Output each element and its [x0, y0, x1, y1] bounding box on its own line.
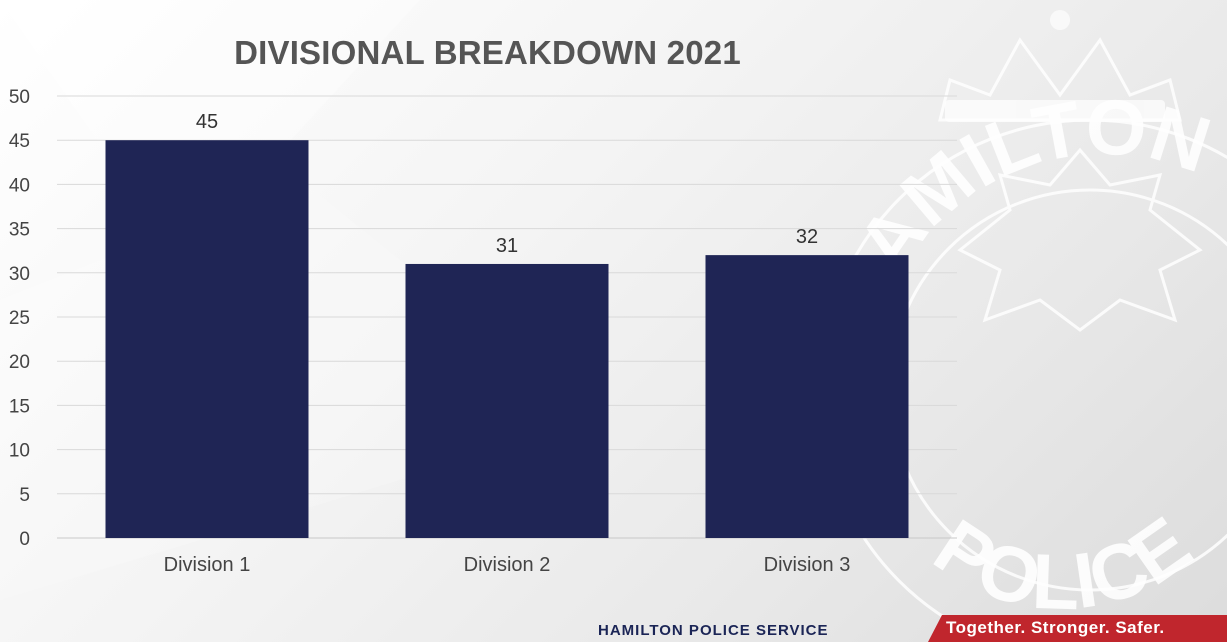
y-tick-label: 45 — [9, 131, 30, 152]
y-tick-label: 25 — [9, 308, 30, 329]
chart-title: DIVISIONAL BREAKDOWN 2021 — [234, 34, 741, 71]
y-tick-label: 10 — [9, 441, 30, 462]
bar — [705, 255, 909, 538]
footer-tagline: Together. Stronger. Safer. — [946, 618, 1165, 637]
y-tick-label: 5 — [19, 485, 30, 506]
bar — [105, 140, 309, 538]
x-tick-label: Division 3 — [764, 554, 851, 576]
y-tick-label: 30 — [9, 264, 30, 285]
y-tick-label: 0 — [19, 529, 30, 550]
y-tick-label: 15 — [9, 396, 30, 417]
y-tick-label: 20 — [9, 352, 30, 373]
data-label: 31 — [496, 235, 518, 257]
x-tick-label: Division 2 — [464, 554, 551, 576]
data-label: 32 — [796, 226, 818, 248]
y-tick-label: 40 — [9, 175, 30, 196]
x-tick-label: Division 1 — [164, 554, 251, 576]
y-tick-label: 50 — [9, 87, 30, 108]
footer-brand: HAMILTON POLICE SERVICE — [598, 622, 829, 639]
y-tick-label: 35 — [9, 220, 30, 241]
data-label: 45 — [196, 111, 218, 133]
bar — [405, 263, 609, 538]
footer-tagline-banner: Together. Stronger. Safer. — [928, 615, 1227, 642]
